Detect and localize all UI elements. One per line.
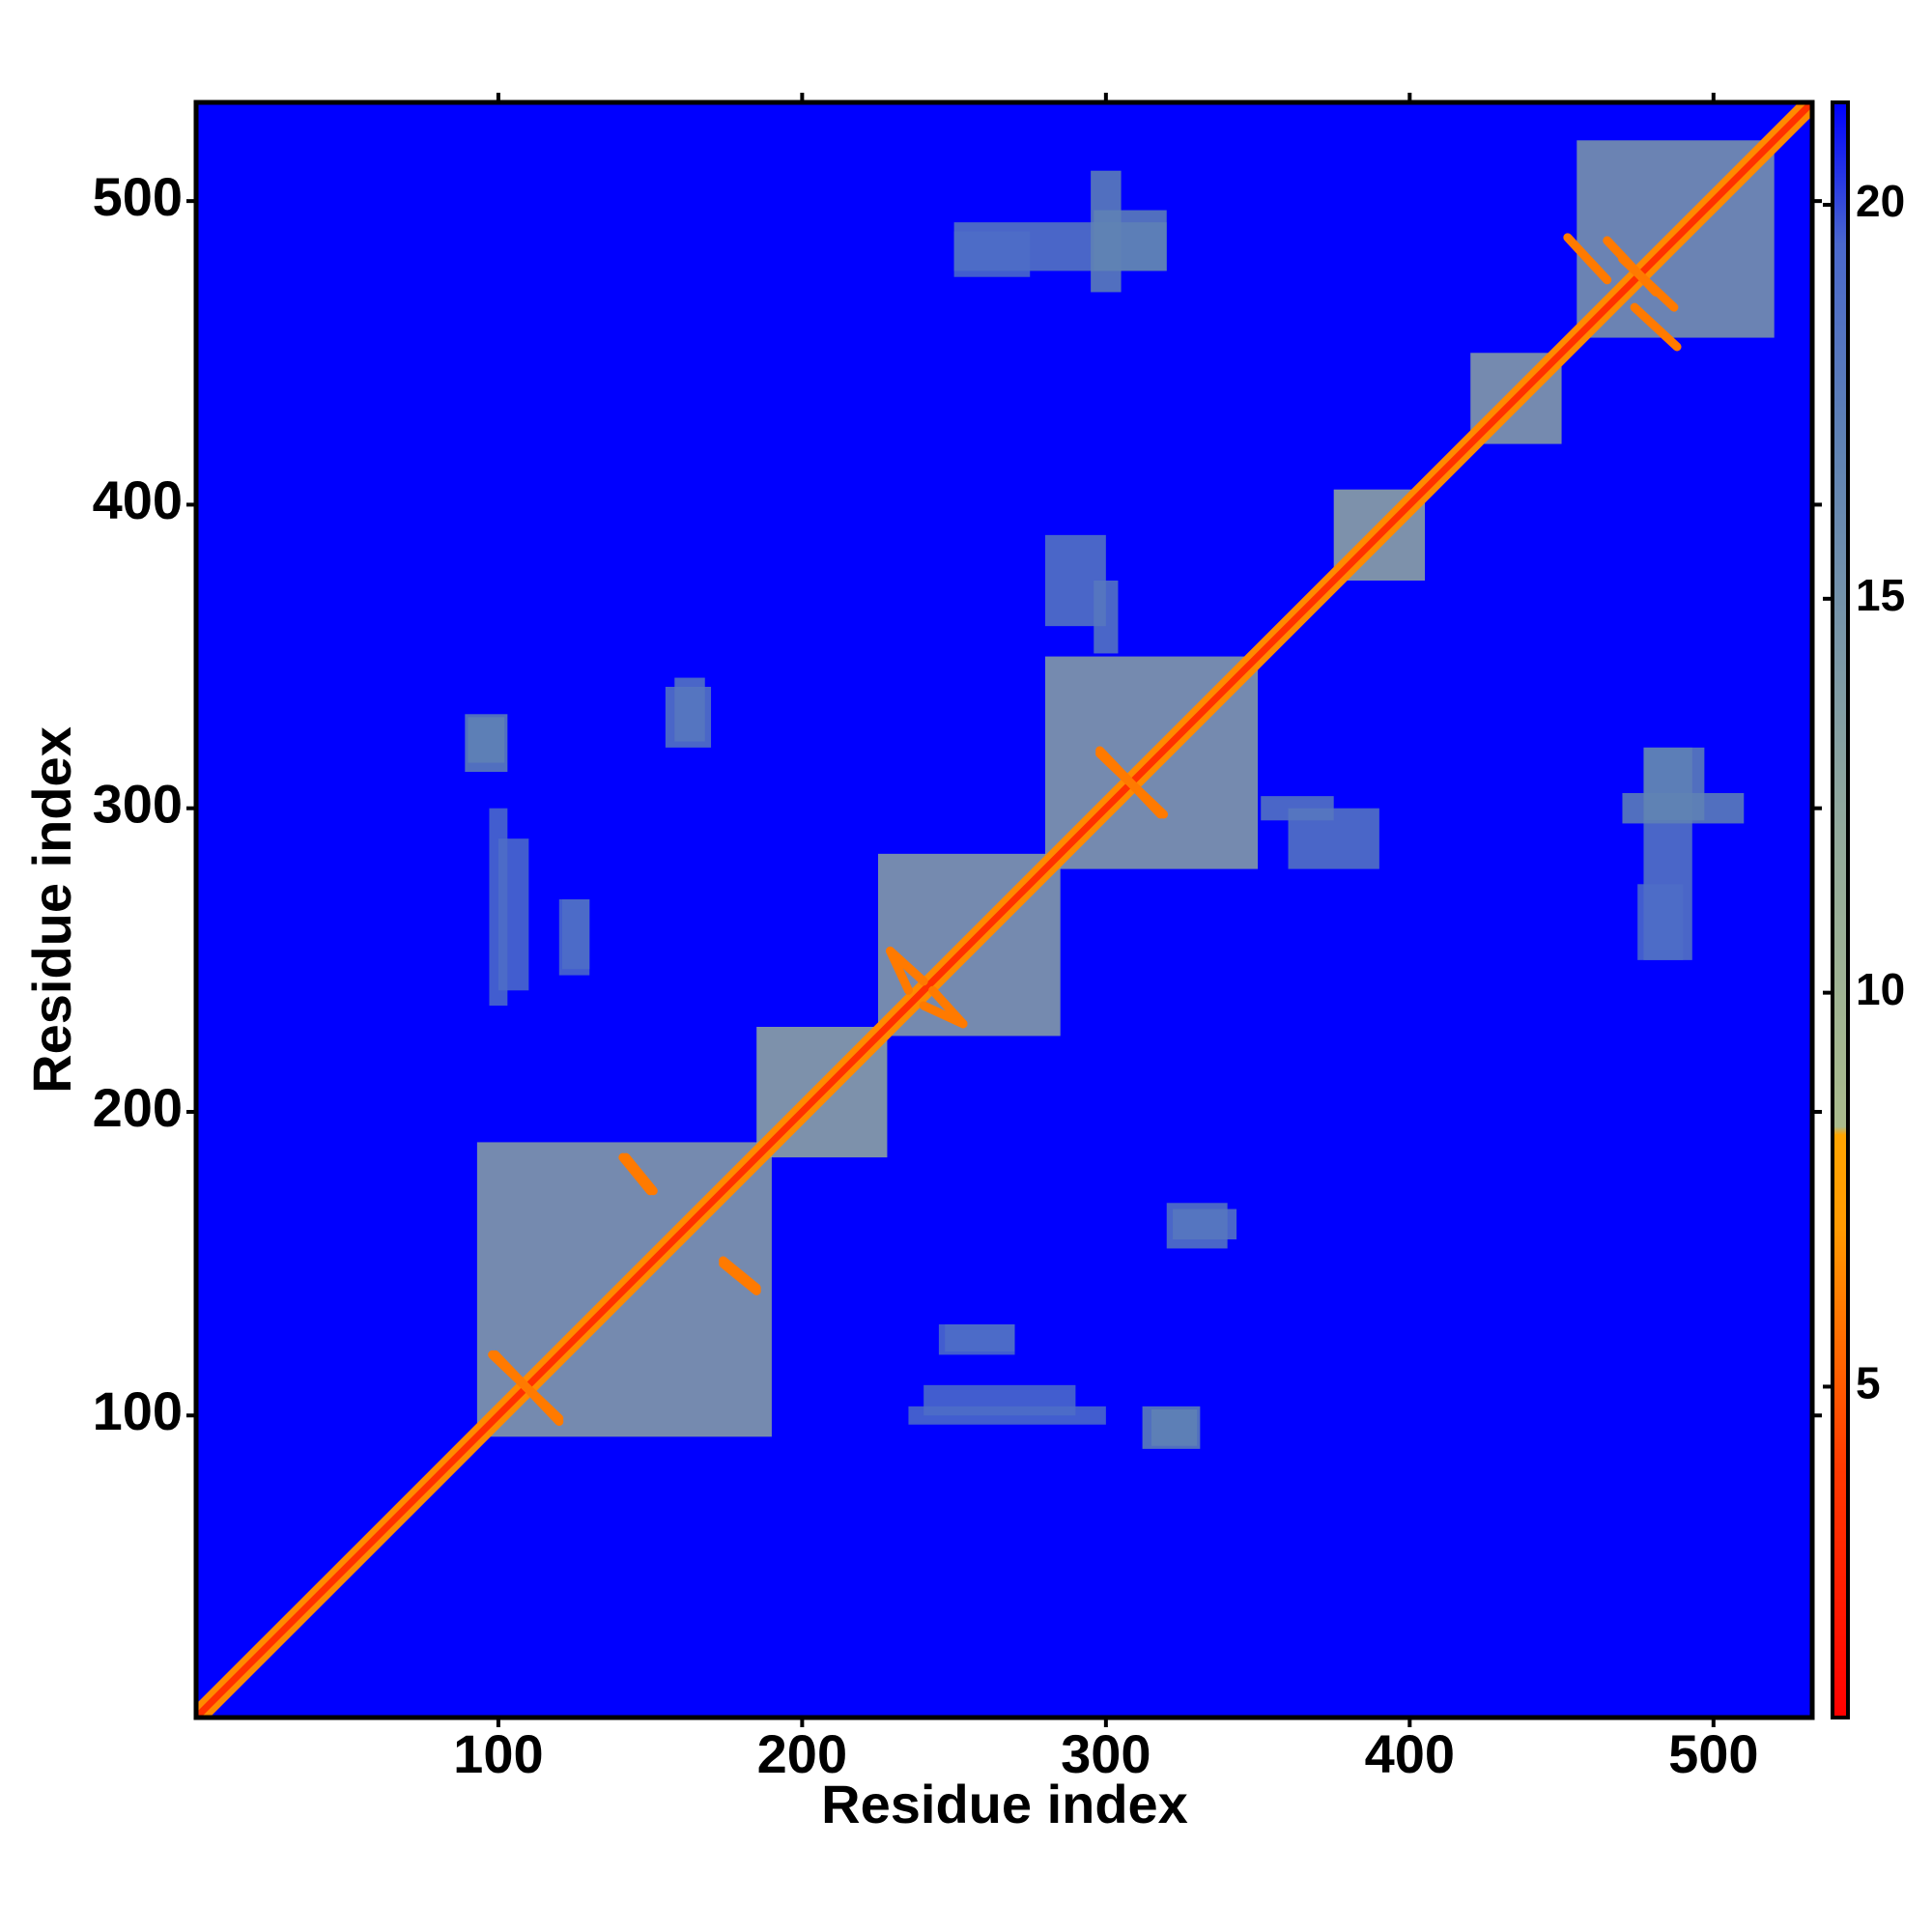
colorbar-segment (1833, 243, 1848, 442)
diagonal (196, 102, 1812, 1718)
strand-contact (1095, 746, 1165, 819)
contact-patch (465, 714, 508, 772)
contact-patch (945, 1324, 1015, 1352)
contact-patch (489, 808, 508, 1006)
colorbar-frame (1831, 100, 1850, 1719)
x-tick-label: 500 (1668, 1723, 1758, 1784)
x-tick-label: 300 (1061, 1723, 1151, 1784)
strand-contact (1563, 233, 1612, 285)
colorbar-segment (1833, 102, 1848, 245)
colorbar-tick-label: 10 (1856, 964, 1905, 1014)
y-tick-label: 400 (93, 469, 183, 530)
x-axis-title: Residue index (821, 1774, 1188, 1834)
colorbar-segment (1833, 1229, 1848, 1466)
contact-patch (1261, 796, 1334, 821)
strand-contact (1630, 302, 1682, 352)
strand-contact (719, 1259, 761, 1295)
colorbar-tick-label: 15 (1856, 570, 1905, 620)
contact-patch (1643, 747, 1705, 821)
contact-patch (1094, 210, 1167, 271)
x-tick-label: 200 (757, 1723, 847, 1784)
contact-patch (1142, 1406, 1201, 1449)
contact-patch (908, 1406, 1106, 1425)
contact-patch (561, 899, 590, 970)
colorbar-segment (1833, 1126, 1848, 1135)
contact-patch (1637, 884, 1684, 960)
contact-patch (1094, 581, 1119, 654)
y-axis-title: Residue index (21, 726, 82, 1094)
colorbar-tick-label: 5 (1856, 1358, 1881, 1408)
strand-contact (1617, 254, 1679, 312)
colorbar-segment (1833, 440, 1848, 837)
colorbar-segment (1833, 1465, 1848, 1719)
contact-patch (953, 231, 1031, 277)
y-tick-label: 100 (93, 1380, 183, 1441)
y-tick-label: 500 (93, 166, 183, 227)
x-tick-label: 100 (453, 1723, 543, 1784)
strand-contact (919, 1001, 968, 1029)
contact-patch (1173, 1208, 1237, 1239)
plot-area (196, 102, 1812, 1718)
strand-contact (491, 1350, 564, 1427)
x-tick-label: 400 (1365, 1723, 1455, 1784)
colorbar-segment (1833, 1134, 1848, 1230)
contact-patch (674, 677, 705, 742)
plot-frame (193, 99, 1815, 1720)
strand-contact (618, 1152, 655, 1196)
y-tick-label: 300 (93, 774, 183, 835)
colorbar-segment (1833, 835, 1848, 1127)
strand-contact (886, 946, 913, 995)
y-tick-label: 200 (93, 1077, 183, 1138)
colorbar-tick-label: 20 (1856, 176, 1905, 226)
